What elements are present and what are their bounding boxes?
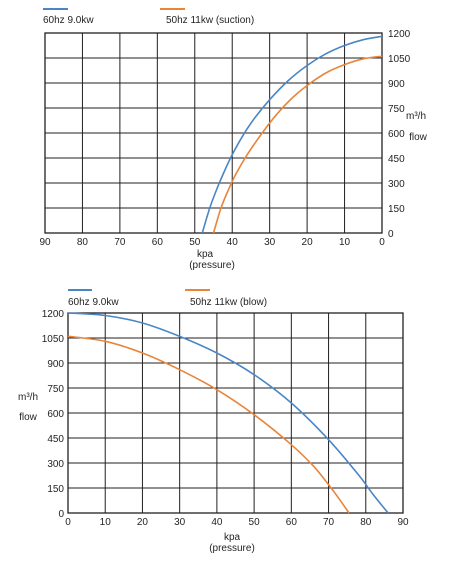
- y-tick-label: 1050: [42, 334, 65, 345]
- y-tick-label: 450: [47, 434, 64, 445]
- series-line-50hz: [212, 55, 383, 234]
- x-tick-label: 30: [174, 517, 186, 528]
- y-tick-label: 300: [47, 459, 64, 470]
- x-tick-label: 60: [286, 517, 298, 528]
- y-axis-label-unit: m³/h: [406, 111, 426, 122]
- grid: [44, 32, 383, 234]
- y-tick-label: 900: [388, 79, 405, 90]
- x-tick-label: 40: [227, 237, 239, 248]
- x-axis-label-sub: (pressure): [189, 260, 235, 271]
- y-tick-label: 750: [388, 104, 405, 115]
- x-tick-label: 90: [39, 237, 51, 248]
- x-tick-label: 40: [211, 517, 223, 528]
- x-tick-label: 80: [360, 517, 372, 528]
- grid: [67, 312, 404, 514]
- x-tick-label: 50: [189, 237, 201, 248]
- series-lines: [67, 312, 389, 514]
- series-line-50hz: [67, 335, 350, 514]
- y-tick-label: 0: [58, 509, 64, 520]
- legend-label-50hz: 50hz 11kw (suction): [166, 15, 254, 26]
- x-tick-label: 70: [114, 237, 126, 248]
- x-tick-label: 20: [302, 237, 314, 248]
- series-line-60hz: [67, 312, 389, 514]
- x-axis-label-sub: (pressure): [209, 543, 255, 554]
- x-tick-label: 10: [339, 237, 351, 248]
- blow-chart: 60hz 9.0kw 50hz 11kw (blow) 0 10 20 30 40 50 6…: [18, 289, 409, 554]
- x-tick-label: 20: [137, 517, 149, 528]
- y-tick-label: 300: [388, 179, 405, 190]
- x-tick-label: 80: [77, 237, 89, 248]
- x-axis-label: kpa: [197, 249, 214, 260]
- x-tick-label: 90: [397, 517, 409, 528]
- y-axis-label: flow: [409, 132, 428, 143]
- y-tick-label: 150: [47, 484, 64, 495]
- x-tick-label: 70: [323, 517, 335, 528]
- x-axis-label: kpa: [224, 532, 241, 543]
- y-tick-label: 750: [47, 384, 64, 395]
- y-tick-label: 150: [388, 204, 405, 215]
- y-tick-labels: 0 150 300 450 600 750 900 1050 1200: [388, 29, 411, 240]
- y-tick-label: 900: [47, 359, 64, 370]
- x-tick-label: 10: [100, 517, 112, 528]
- y-tick-label: 0: [388, 229, 394, 240]
- y-tick-label: 450: [388, 154, 405, 165]
- x-tick-label: 0: [65, 517, 71, 528]
- y-tick-label: 600: [388, 129, 405, 140]
- y-tick-labels: 0 150 300 450 600 750 900 1050 1200: [42, 309, 65, 520]
- series-lines: [201, 35, 383, 234]
- y-tick-label: 1200: [42, 309, 65, 320]
- legend-label-60hz: 60hz 9.0kw: [68, 297, 119, 308]
- series-line-60hz: [201, 35, 383, 234]
- legend-label-50hz: 50hz 11kw (blow): [190, 297, 267, 308]
- legend-label-60hz: 60hz 9.0kw: [43, 15, 94, 26]
- x-tick-label: 0: [379, 237, 385, 248]
- y-axis-label-unit: m³/h: [18, 392, 38, 403]
- plot-frame: [67, 312, 404, 514]
- y-axis-label: flow: [19, 412, 38, 423]
- y-tick-label: 1050: [388, 54, 411, 65]
- y-tick-label: 600: [47, 409, 64, 420]
- x-tick-label: 30: [264, 237, 276, 248]
- x-tick-labels: 90 80 70 60 50 40 30 20 10 0: [39, 237, 385, 248]
- y-tick-label: 1200: [388, 29, 411, 40]
- x-tick-label: 60: [152, 237, 164, 248]
- suction-chart: 60hz 9.0kw 50hz 11kw (suction) 90 80 70 60 5…: [39, 8, 428, 271]
- x-tick-label: 50: [249, 517, 261, 528]
- x-tick-labels: 0 10 20 30 40 50 60 70 80 90: [65, 517, 409, 528]
